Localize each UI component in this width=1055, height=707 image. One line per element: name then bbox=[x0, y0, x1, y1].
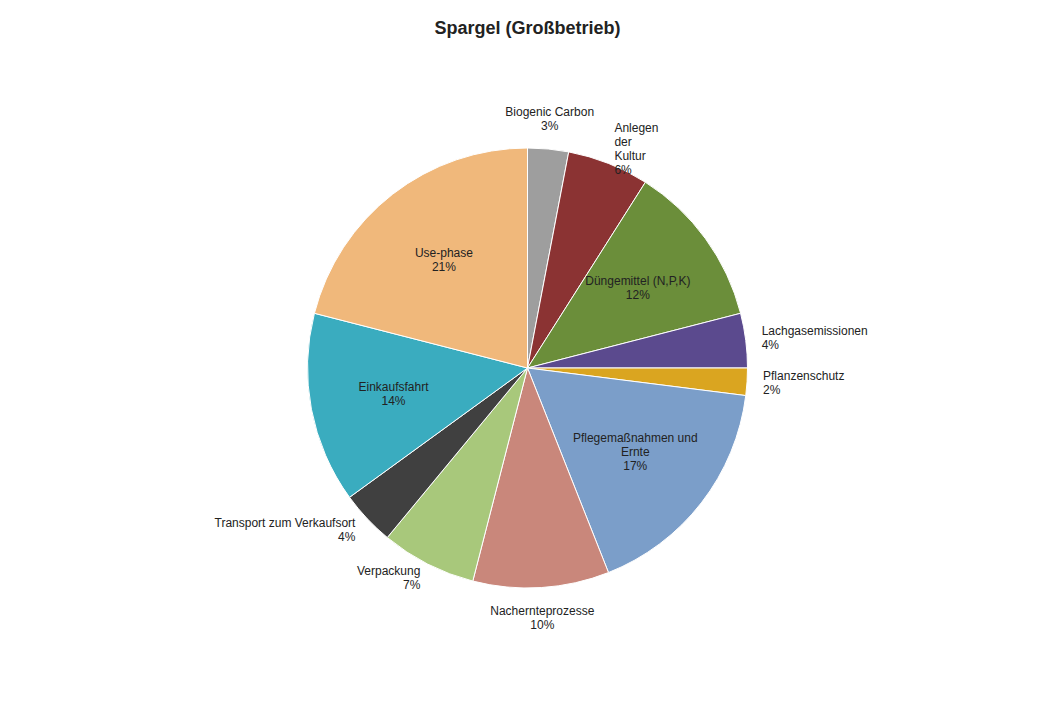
svg-text:Biogenic Carbon3%: Biogenic Carbon3% bbox=[505, 105, 594, 133]
svg-text:Pflanzenschutz2%: Pflanzenschutz2% bbox=[763, 369, 844, 397]
svg-text:Pflegemaßnahmen undErnte17%: Pflegemaßnahmen undErnte17% bbox=[573, 431, 698, 473]
html-text:Spargel (Großbetrieb): Spargel (Großbetrieb) bbox=[434, 18, 621, 38]
svg-text:Verpackung7%: Verpackung7% bbox=[357, 564, 421, 592]
svg-text:Düngemittel (N,P,K)12%: Düngemittel (N,P,K)12% bbox=[585, 274, 690, 302]
svg-text:Lachgasemissionen4%: Lachgasemissionen4% bbox=[762, 324, 868, 352]
svg-text:Use-phase21%: Use-phase21% bbox=[415, 246, 473, 274]
svg-text:AnlegenderKultur6%: AnlegenderKultur6% bbox=[614, 121, 658, 177]
svg-text:Nachernteprozesse10%: Nachernteprozesse10% bbox=[490, 604, 594, 632]
svg-text:Transport zum Verkaufsort4%: Transport zum Verkaufsort4% bbox=[215, 516, 357, 544]
svg-text:Einkaufsfahrt14%: Einkaufsfahrt14% bbox=[358, 380, 429, 408]
